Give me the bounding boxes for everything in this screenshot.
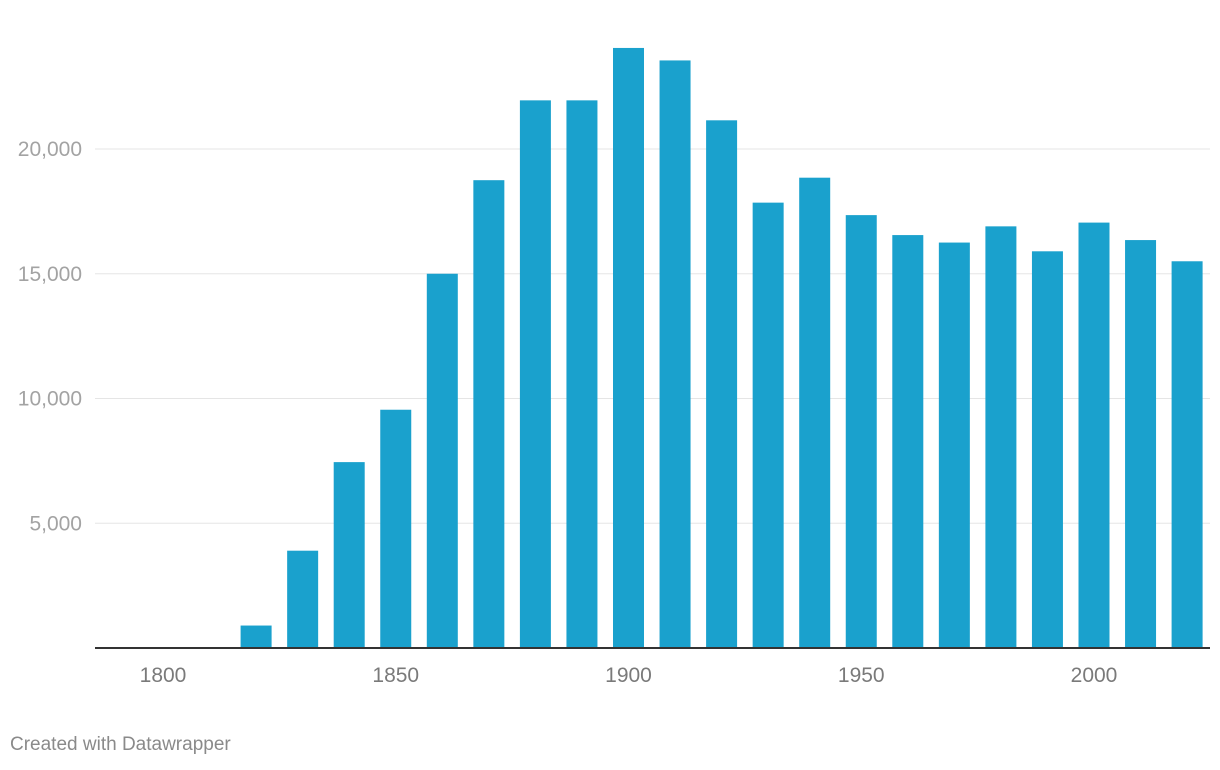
y-tick-label: 5,000 — [29, 512, 82, 535]
bar-1830 — [287, 550, 319, 648]
x-tick-label: 1800 — [140, 664, 187, 687]
x-tick-label: 1950 — [838, 664, 885, 687]
bar-1980 — [985, 226, 1017, 648]
bar-1860 — [426, 273, 458, 648]
bar-1890 — [566, 100, 598, 649]
bar-1840 — [333, 462, 365, 648]
bar-1920 — [706, 120, 738, 648]
bar-1850 — [380, 409, 412, 648]
bars — [240, 47, 1203, 649]
bar-1900 — [613, 47, 644, 648]
bar-1970 — [938, 242, 970, 648]
bar-1880 — [519, 100, 551, 649]
x-tick-label: 1850 — [372, 664, 419, 687]
x-tick-label: 2000 — [1071, 664, 1118, 687]
y-axis-ticks: 5,000 10,000 15,000 20,000 — [18, 138, 82, 535]
bar-1940 — [799, 177, 831, 648]
gridlines — [95, 148, 1210, 524]
credit-text: Created with Datawrapper — [10, 734, 231, 755]
bar-2010 — [1125, 240, 1157, 648]
bar-chart: 5,000 10,000 15,000 20,000 1800 1850 1900 1950… — [18, 47, 1210, 687]
bar-1870 — [473, 180, 505, 648]
y-tick-label: 20,000 — [18, 138, 82, 161]
bar-1950 — [845, 215, 877, 648]
y-tick-label: 10,000 — [18, 388, 82, 411]
bar-1960 — [892, 235, 924, 648]
bar-2000 — [1078, 222, 1110, 648]
y-tick-label: 15,000 — [18, 263, 82, 286]
bar-1990 — [1031, 251, 1063, 649]
bar-1910 — [659, 60, 691, 649]
x-axis-ticks: 1800 1850 1900 1950 2000 — [140, 664, 1118, 687]
x-tick-label: 1900 — [605, 664, 652, 687]
bar-1930 — [752, 202, 784, 648]
bar-1820 — [240, 625, 272, 648]
bar-2020 — [1171, 261, 1203, 648]
